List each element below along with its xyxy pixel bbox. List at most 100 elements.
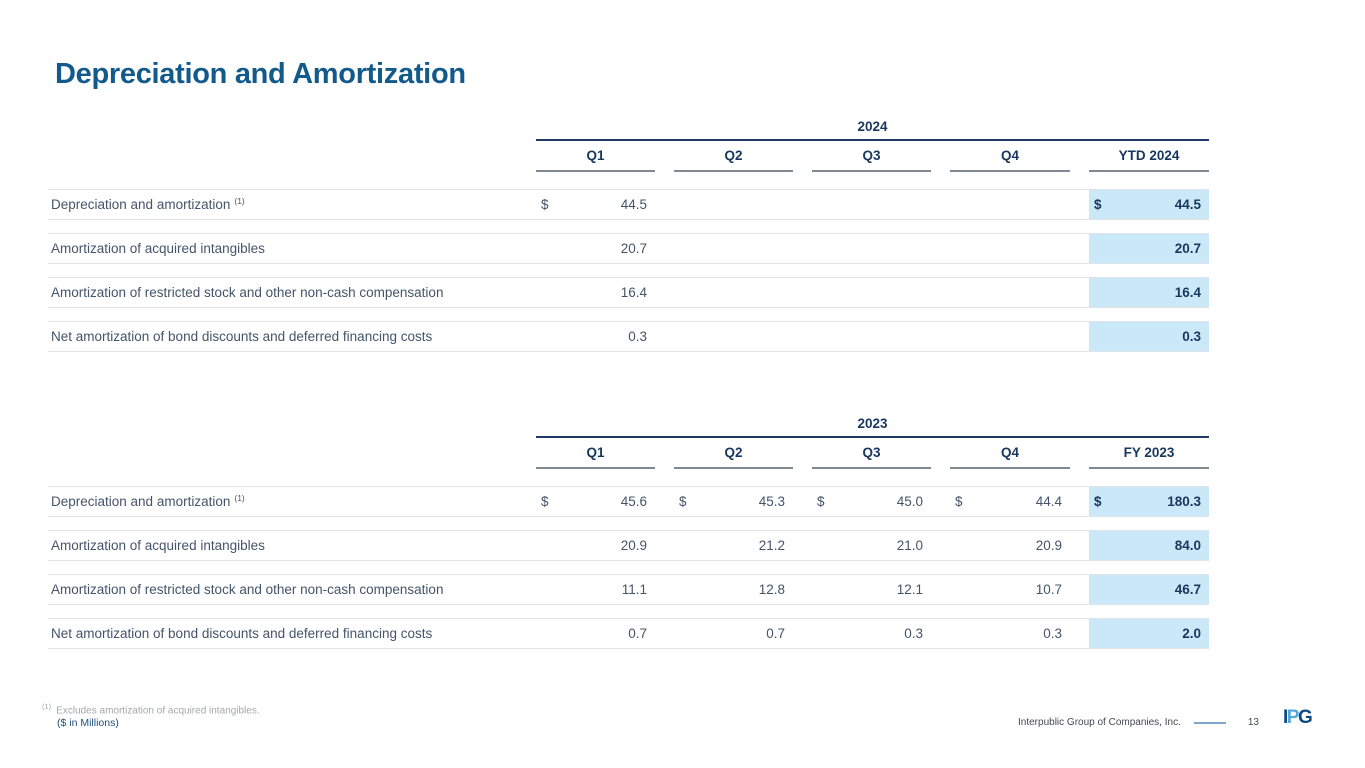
cell-q1: 0.3	[536, 322, 655, 351]
cell-q1: 20.9	[536, 531, 655, 560]
cell-q4	[950, 234, 1070, 263]
cell-q2: $45.3	[674, 487, 793, 516]
cell-value: 0.3	[1182, 329, 1201, 344]
cell-q3	[812, 190, 931, 219]
currency-symbol: $	[1094, 197, 1102, 212]
cell-value: 20.9	[620, 538, 647, 553]
cell-value: 0.3	[628, 329, 647, 344]
cell-q2	[674, 278, 793, 307]
cell-value: 44.5	[620, 197, 647, 212]
cell-ytd-highlighted: 0.3	[1089, 322, 1209, 351]
cell-q1: 16.4	[536, 278, 655, 307]
logo-letter-p: P	[1286, 707, 1300, 728]
cell-value: 0.7	[766, 626, 785, 641]
cell-q2: 0.7	[674, 619, 793, 648]
footnote-text: Excludes amortization of acquired intang…	[56, 705, 260, 717]
footnote-ref: (1)	[234, 195, 245, 206]
cell-value: 16.4	[620, 285, 647, 300]
cell-value: 21.0	[896, 538, 923, 553]
cell-value: 11.1	[621, 582, 647, 597]
cell-ytd-highlighted: $44.5	[1089, 190, 1209, 219]
cell-q2	[674, 234, 793, 263]
cell-value: 84.0	[1174, 538, 1201, 553]
footnote: (1) Excludes amortization of acquired int…	[42, 702, 260, 716]
currency-symbol: $	[541, 494, 549, 509]
header-spacer	[48, 445, 517, 469]
year-underline	[536, 436, 1209, 438]
table-2024: 2024 Q1 Q2 Q3 Q4 YTD 2024 Depreciation a…	[48, 119, 1209, 365]
cell-q2	[674, 322, 793, 351]
cell-q3	[812, 322, 931, 351]
cell-ytd-highlighted: 20.7	[1089, 234, 1209, 263]
table-row: Amortization of restricted stock and oth…	[48, 574, 1209, 605]
cell-value: 44.4	[1035, 494, 1062, 509]
cell-value: 20.7	[1174, 241, 1201, 256]
cell-q1: 20.7	[536, 234, 655, 263]
logo-letter-i: I	[1283, 707, 1288, 728]
table-body: Depreciation and amortization (1) $45.6 $…	[48, 486, 1209, 649]
cell-value: 0.7	[628, 626, 647, 641]
table-row: Net amortization of bond discounts and d…	[48, 321, 1209, 352]
units-note: ($ in Millions)	[57, 717, 119, 729]
cell-value: 45.0	[896, 494, 923, 509]
cell-fy-highlighted: 46.7	[1089, 575, 1209, 604]
table-2023: 2023 Q1 Q2 Q3 Q4 FY 2023 Depreciation an…	[48, 416, 1209, 662]
year-underline	[536, 139, 1209, 141]
cell-q1: 11.1	[536, 575, 655, 604]
row-label: Amortization of acquired intangibles	[48, 531, 517, 560]
cell-q2	[674, 190, 793, 219]
cell-q2: 21.2	[674, 531, 793, 560]
table-year-header: 2024	[857, 119, 888, 134]
cell-q3: 12.1	[812, 575, 931, 604]
cell-q3	[812, 278, 931, 307]
cell-value: 45.3	[758, 494, 785, 509]
slide-footer: Interpublic Group of Companies, Inc. 13	[1018, 717, 1259, 728]
cell-q4: 10.7	[950, 575, 1070, 604]
column-header-ytd: YTD 2024	[1089, 148, 1209, 172]
currency-symbol: $	[541, 197, 549, 212]
row-label-text: Amortization of acquired intangibles	[51, 538, 265, 553]
ipg-logo: IPG	[1283, 707, 1313, 729]
row-label: Depreciation and amortization (1)	[48, 190, 517, 219]
row-label: Net amortization of bond discounts and d…	[48, 619, 517, 648]
currency-symbol: $	[679, 494, 687, 509]
cell-value: 16.4	[1174, 285, 1201, 300]
cell-value: 46.7	[1174, 582, 1201, 597]
footer-divider-line	[1193, 721, 1226, 724]
cell-value: 21.2	[758, 538, 785, 553]
page-title: Depreciation and Amortization	[55, 58, 466, 90]
column-header-q1: Q1	[536, 148, 655, 172]
column-header-q4: Q4	[950, 445, 1070, 469]
column-header-q1: Q1	[536, 445, 655, 469]
cell-value: 44.5	[1174, 197, 1201, 212]
header-spacer	[48, 148, 517, 172]
cell-q4	[950, 322, 1070, 351]
column-header-fy: FY 2023	[1089, 445, 1209, 469]
footnote-marker: (1)	[42, 702, 52, 711]
cell-q3: $45.0	[812, 487, 931, 516]
cell-value: 20.7	[620, 241, 647, 256]
cell-q4: 20.9	[950, 531, 1070, 560]
cell-value: 10.7	[1035, 582, 1062, 597]
row-label-text: Amortization of restricted stock and oth…	[51, 285, 444, 300]
cell-value: 20.9	[1035, 538, 1062, 553]
table-row: Depreciation and amortization (1) $45.6 $…	[48, 486, 1209, 517]
cell-value: 12.8	[758, 582, 785, 597]
table-body: Depreciation and amortization (1) $44.5 $…	[48, 189, 1209, 352]
row-label: Depreciation and amortization (1)	[48, 487, 517, 516]
footer-company-name: Interpublic Group of Companies, Inc.	[1018, 717, 1181, 728]
cell-q1: 0.7	[536, 619, 655, 648]
cell-value: 0.3	[1043, 626, 1062, 641]
column-header-q2: Q2	[674, 148, 793, 172]
cell-value: 2.0	[1182, 626, 1201, 641]
table-row: Amortization of acquired intangibles 20.…	[48, 530, 1209, 561]
column-header-q4: Q4	[950, 148, 1070, 172]
cell-q4	[950, 278, 1070, 307]
cell-q4: $44.4	[950, 487, 1070, 516]
page-number: 13	[1247, 717, 1259, 728]
cell-ytd-highlighted: 16.4	[1089, 278, 1209, 307]
row-label: Amortization of restricted stock and oth…	[48, 575, 517, 604]
cell-q3	[812, 234, 931, 263]
cell-q3: 21.0	[812, 531, 931, 560]
cell-value: 0.3	[904, 626, 923, 641]
